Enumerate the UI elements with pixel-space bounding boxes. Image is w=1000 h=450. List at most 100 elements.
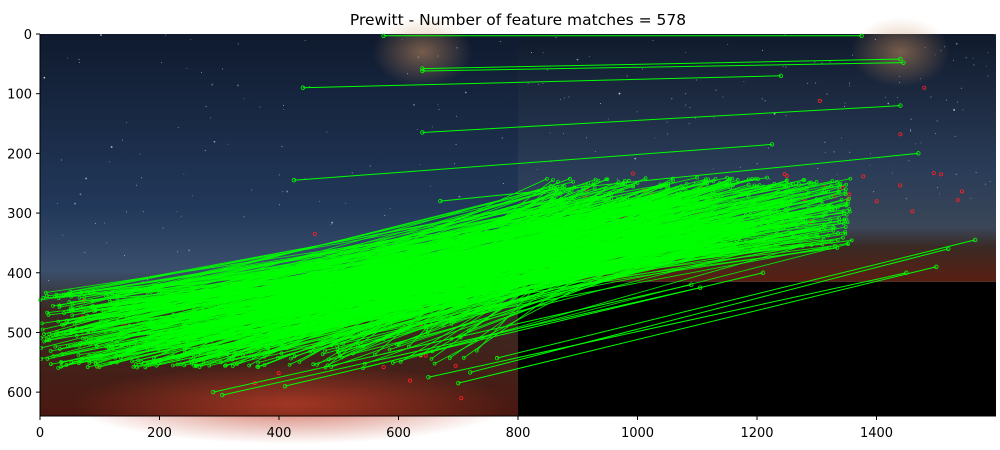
match-keypoint (733, 245, 737, 249)
star (456, 115, 458, 117)
match-line (248, 198, 543, 366)
match-keypoint (176, 337, 180, 342)
match-keypoint (576, 223, 580, 228)
match-keypoints (38, 33, 978, 398)
star (142, 211, 144, 213)
match-keypoint (136, 328, 141, 333)
match-keypoint (571, 179, 575, 184)
match-keypoint (250, 349, 255, 354)
match-keypoint (676, 227, 681, 232)
match-keypoint (40, 327, 45, 332)
match-keypoint (712, 187, 716, 192)
match-keypoint (88, 342, 93, 347)
match-keypoint (81, 310, 86, 314)
match-keypoint (620, 188, 625, 193)
match-keypoint (333, 335, 338, 340)
match-keypoint (80, 329, 84, 333)
match-keypoint (690, 220, 694, 225)
match-keypoint (88, 336, 93, 341)
match-keypoint (335, 344, 340, 349)
match-keypoint (219, 360, 223, 365)
match-keypoint (733, 230, 738, 235)
unmatched-keypoint (955, 197, 960, 202)
match-keypoint (559, 216, 563, 220)
match-keypoint (264, 306, 269, 311)
match-keypoint (790, 190, 795, 194)
match-keypoint (364, 307, 368, 312)
match-keypoint (449, 315, 454, 320)
match-keypoint (87, 358, 91, 363)
match-keypoint (811, 219, 816, 224)
match-keypoint (146, 303, 151, 308)
match-keypoint (158, 359, 162, 364)
star (815, 82, 817, 84)
match-keypoint (683, 235, 688, 239)
match-keypoint (220, 392, 225, 398)
star (965, 57, 967, 59)
match-keypoint (904, 270, 909, 275)
match-keypoint (731, 183, 735, 188)
match-keypoint (211, 389, 216, 395)
match-keypoint (703, 211, 707, 216)
star (667, 133, 669, 135)
match-keypoint (198, 340, 203, 345)
star (542, 52, 544, 54)
match-line (168, 207, 671, 342)
star (817, 167, 819, 169)
match-keypoint (818, 198, 822, 203)
match-keypoint (843, 229, 847, 234)
x-tick-label: 800 (506, 426, 531, 441)
match-keypoint (641, 218, 645, 222)
match-keypoint (125, 305, 129, 309)
match-keypoint (428, 306, 433, 310)
star (437, 55, 439, 57)
match-keypoint (816, 205, 821, 210)
match-keypoint (629, 214, 634, 218)
match-keypoint (781, 198, 786, 203)
star (103, 222, 105, 224)
match-keypoint (695, 175, 699, 180)
match-keypoint (255, 364, 260, 369)
match-keypoint (615, 217, 619, 221)
match-keypoint (753, 221, 758, 226)
match-keypoint (388, 320, 392, 325)
match-keypoint (564, 235, 569, 239)
match-keypoint (250, 343, 255, 348)
match-keypoint (208, 335, 212, 340)
star (437, 104, 439, 106)
match-keypoint (561, 204, 565, 208)
match-keypoint (798, 243, 803, 248)
match-keypoint (776, 225, 781, 229)
y-tick-label: 300 (7, 207, 32, 222)
star (712, 168, 714, 170)
match-keypoint (158, 296, 163, 300)
match-keypoint (721, 222, 726, 227)
star (891, 172, 893, 174)
match-keypoint (206, 351, 211, 356)
star (588, 55, 590, 57)
match-keypoint (829, 203, 833, 208)
match-keypoint (116, 319, 120, 324)
match-keypoint (257, 345, 261, 349)
match-keypoint (824, 212, 828, 217)
match-keypoint (146, 341, 150, 346)
match-keypoint (826, 233, 831, 238)
plot-area: 0 200 400 600 800 1000 1200 1400 0 100 200 300 400 5… (7, 16, 996, 445)
match-keypoint (103, 314, 107, 319)
match-keypoint (230, 357, 235, 362)
match-keypoint (698, 285, 703, 290)
star (109, 161, 111, 163)
match-keypoint (765, 200, 769, 205)
match-keypoint (287, 362, 292, 367)
match-keypoint (750, 177, 755, 181)
star (43, 76, 46, 79)
match-keypoint (234, 315, 239, 319)
star (849, 151, 851, 153)
match-keypoint (711, 179, 716, 184)
match-keypoint (417, 308, 421, 313)
match-keypoint (343, 309, 348, 313)
match-keypoint (329, 308, 334, 313)
match-keypoint (474, 348, 479, 353)
match-keypoint (806, 190, 811, 195)
star (970, 198, 972, 200)
